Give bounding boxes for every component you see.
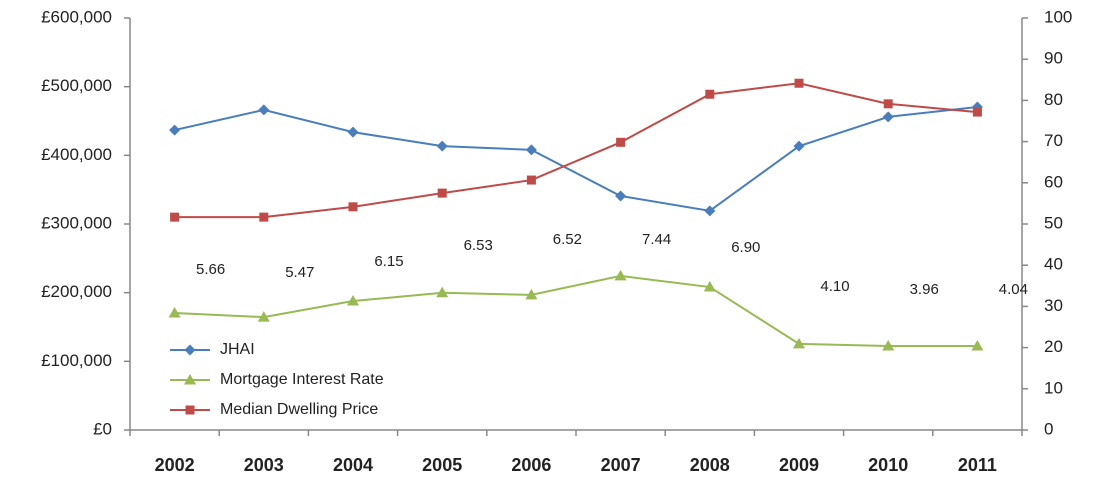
x-tick-label: 2007 xyxy=(601,455,641,475)
point xyxy=(436,140,448,152)
point xyxy=(348,202,358,212)
x-tick-label: 2005 xyxy=(422,455,462,475)
annotation: 6.52 xyxy=(553,231,582,248)
point xyxy=(525,144,537,156)
point xyxy=(882,339,895,351)
y2-tick-label: 60 xyxy=(1044,172,1063,191)
point xyxy=(616,137,626,147)
point xyxy=(347,126,359,138)
y2-tick-label: 100 xyxy=(1044,7,1072,26)
point xyxy=(259,212,269,222)
series-line xyxy=(174,105,978,212)
point xyxy=(794,78,804,88)
point xyxy=(258,104,270,116)
annotation: 5.66 xyxy=(196,261,225,278)
y2-tick-label: 0 xyxy=(1044,419,1053,438)
annotation: 5.47 xyxy=(285,264,314,281)
series-line xyxy=(174,82,978,219)
point xyxy=(972,107,982,117)
point xyxy=(882,111,894,123)
x-tick-label: 2011 xyxy=(958,455,997,475)
annotation: 6.90 xyxy=(731,239,760,256)
point xyxy=(526,175,536,185)
point xyxy=(883,99,893,109)
point xyxy=(793,337,805,349)
y-tick-label: £0 xyxy=(93,419,112,438)
point xyxy=(703,281,716,292)
x-tick-label: 2002 xyxy=(155,455,195,475)
point xyxy=(793,140,805,152)
point xyxy=(525,288,538,300)
annotation: 3.96 xyxy=(910,281,939,298)
legend-marker xyxy=(185,405,195,415)
x-tick-label: 2003 xyxy=(244,455,284,475)
x-tick-label: 2004 xyxy=(333,455,373,475)
annotation: 4.04 xyxy=(999,281,1028,298)
y-tick-label: £300,000 xyxy=(41,213,112,232)
x-tick-label: 2008 xyxy=(690,455,730,475)
point xyxy=(436,286,449,298)
series-line xyxy=(174,274,978,347)
y2-tick-label: 50 xyxy=(1044,213,1063,232)
y2-tick-label: 10 xyxy=(1044,378,1063,397)
point xyxy=(704,205,716,217)
y-tick-label: £100,000 xyxy=(41,351,112,370)
legend-label: Mortgage Interest Rate xyxy=(220,371,384,388)
legend-label: Median Dwelling Price xyxy=(220,401,378,418)
point xyxy=(615,190,627,202)
x-tick-label: 2009 xyxy=(779,455,819,475)
legend-marker xyxy=(184,374,196,385)
y2-tick-label: 90 xyxy=(1044,49,1063,68)
annotation: 7.44 xyxy=(642,231,671,248)
legend-label: JHAI xyxy=(220,341,255,358)
y2-tick-label: 30 xyxy=(1044,296,1063,315)
point xyxy=(170,212,180,222)
y-tick-label: £400,000 xyxy=(41,145,112,164)
y2-tick-label: 80 xyxy=(1044,90,1063,109)
point xyxy=(168,306,181,318)
annotation: 6.15 xyxy=(374,253,403,270)
y2-tick-label: 70 xyxy=(1044,131,1063,150)
x-tick-label: 2006 xyxy=(511,455,551,475)
annotation: 4.10 xyxy=(820,278,849,295)
point xyxy=(614,269,627,281)
y2-tick-label: 40 xyxy=(1044,255,1063,274)
point xyxy=(169,124,181,136)
point xyxy=(257,311,270,322)
point xyxy=(437,188,447,198)
y2-tick-label: 20 xyxy=(1044,337,1063,356)
x-tick-label: 2010 xyxy=(868,455,908,475)
legend-marker xyxy=(184,344,196,356)
annotation: 6.53 xyxy=(464,237,493,254)
y-tick-label: £500,000 xyxy=(41,76,112,95)
point xyxy=(347,295,359,306)
point xyxy=(971,339,984,351)
y-tick-label: £200,000 xyxy=(41,282,112,301)
point xyxy=(705,89,715,99)
y-tick-label: £600,000 xyxy=(41,7,112,26)
